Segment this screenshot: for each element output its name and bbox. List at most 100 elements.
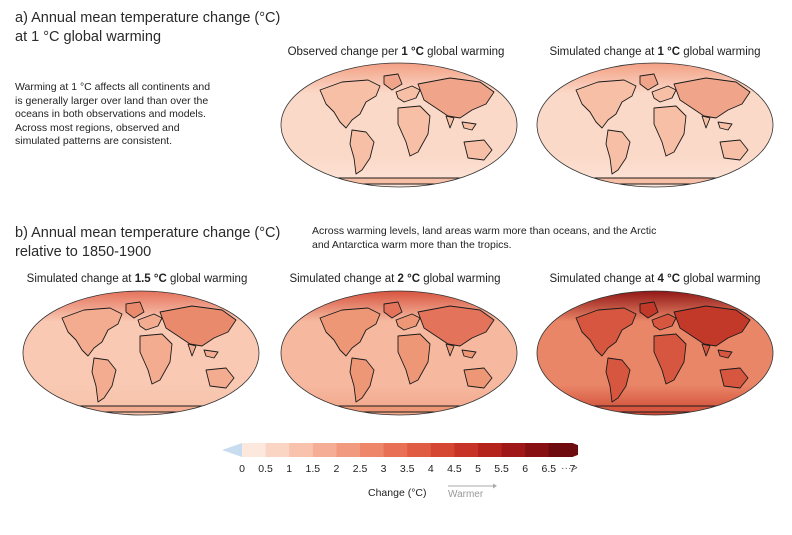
section-b-title: b) Annual mean temperature change (°C) r… [15,224,280,262]
continent-shape [319,405,481,413]
map-title-simulated-1-5c: Simulated change at 1.5 °C global warmin… [26,273,248,285]
map-title-simulated-4c: Simulated change at 4 °C global warming [544,273,766,285]
continent-shape [653,333,687,385]
map-border [280,62,518,188]
colorbar-segment [525,443,550,457]
world-map-svg [22,290,260,416]
title-suffix: global warming [680,46,761,58]
continent-shape [605,357,631,403]
title-bold: 1 °C [401,46,424,58]
colorbar-tick-label: 2.5 [352,463,368,475]
desc-line: Warming at 1 °C affects all continents a… [15,81,211,93]
map-title-simulated-2c: Simulated change at 2 °C global warming [284,273,506,285]
colorbar [222,443,578,457]
continent-shape [461,121,477,131]
continent-shape [61,307,123,357]
colorbar-tick-label: 4.5 [447,463,462,475]
section-a-title-line1: a) Annual mean temperature change (°C) [15,10,281,26]
section-b-title-line2: relative to 1850-1900 [15,244,152,260]
desc-line: is generally larger over land than over … [15,94,209,107]
continent-shape [673,305,751,347]
continent-shape [319,307,381,357]
title-suffix: global warming [423,46,505,58]
continent-shape [91,357,117,403]
title-bold: 2 °C [397,273,421,285]
continent-shape [575,405,737,413]
continent-shape [139,333,173,385]
map-simulated-1c [536,62,774,188]
continent-shape [717,121,733,131]
colorbar-segment [454,443,479,457]
continent-shape [651,313,677,331]
colorbar-segment [265,443,290,457]
continent-shape [395,313,421,331]
continent-shape [575,79,637,129]
title-bold: 1.5 °C [134,273,167,285]
world-map-svg [536,290,774,416]
colorbar-tick-label: 0 [239,463,245,475]
continent-shape [383,301,403,319]
continent-shape [125,301,145,319]
map-observed-1c [280,62,518,188]
map-simulated-2c [280,290,518,417]
colorbar-segment [501,443,526,457]
colorbar-segment [312,443,337,457]
title-prefix: Simulated change at [549,46,658,58]
continent-shape [575,307,637,357]
continent-shape [463,139,493,161]
continent-shape [445,343,455,357]
colorbar-segment [407,443,432,457]
colorbar-over-triangle [572,443,578,457]
colorbar-label: Change (°C) [368,487,427,499]
map-title-observed-1c: Observed change per 1 °C global warming [285,46,507,58]
colorbar-tick-label: 4 [427,463,434,475]
continent-shape [383,73,403,91]
continent-shape [701,343,711,357]
title-bold: 4 °C [657,273,681,285]
colorbar-tick-label: 6 [522,463,529,475]
continent-shape [605,129,631,175]
desc-line: simulated patterns are consistent. [15,135,172,147]
colorbar-segment [242,443,267,457]
world-map-svg [536,62,774,188]
world-map-svg [280,62,518,188]
colorbar-segment [430,443,455,457]
continent-shape [719,367,749,389]
continent-shape [639,73,659,91]
continent-shape [651,85,677,103]
colorbar-segment [383,443,408,457]
continent-shape [397,105,431,157]
continent-shape [203,349,219,359]
section-b-description: Across warming levels, land areas warm m… [312,225,732,252]
colorbar-tick-label: 6.5 [541,463,557,475]
continent-shape [719,139,749,161]
colorbar-tick-label: 0.5 [258,463,273,475]
colorbar-segment [289,443,314,457]
continent-shape [205,367,235,389]
colorbar-under-triangle [222,443,242,457]
continent-shape [319,79,381,129]
world-map-svg [280,290,518,416]
section-b-title-line1: b) Annual mean temperature change (°C) [15,225,281,241]
warmer-arrow-icon [448,483,497,489]
map-border [280,290,518,416]
title-suffix: global warming [420,273,501,285]
colorbar-segment [478,443,503,457]
colorbar-segment [360,443,385,457]
section-a-description: Warming at 1 °C affects all continents a… [15,81,255,149]
continent-shape [349,129,375,175]
colorbar-tick-label: 2 [333,463,340,475]
continent-shape [395,85,421,103]
continent-shape [159,305,237,347]
title-prefix: Simulated change at [549,273,658,285]
continent-shape [445,115,455,129]
title-prefix: Simulated change at [26,273,135,285]
desc-line: Across most regions, observed and [15,121,180,134]
continent-shape [417,77,495,119]
continent-shape [461,349,477,359]
colorbar-tick-label: 3 [380,463,387,475]
section-a-title-line2: at 1 °C global warming [15,29,162,45]
warmer-label: Warmer [448,489,484,500]
map-simulated-4c [536,290,774,417]
map-title-simulated-1c: Simulated change at 1 °C global warming [544,46,766,58]
